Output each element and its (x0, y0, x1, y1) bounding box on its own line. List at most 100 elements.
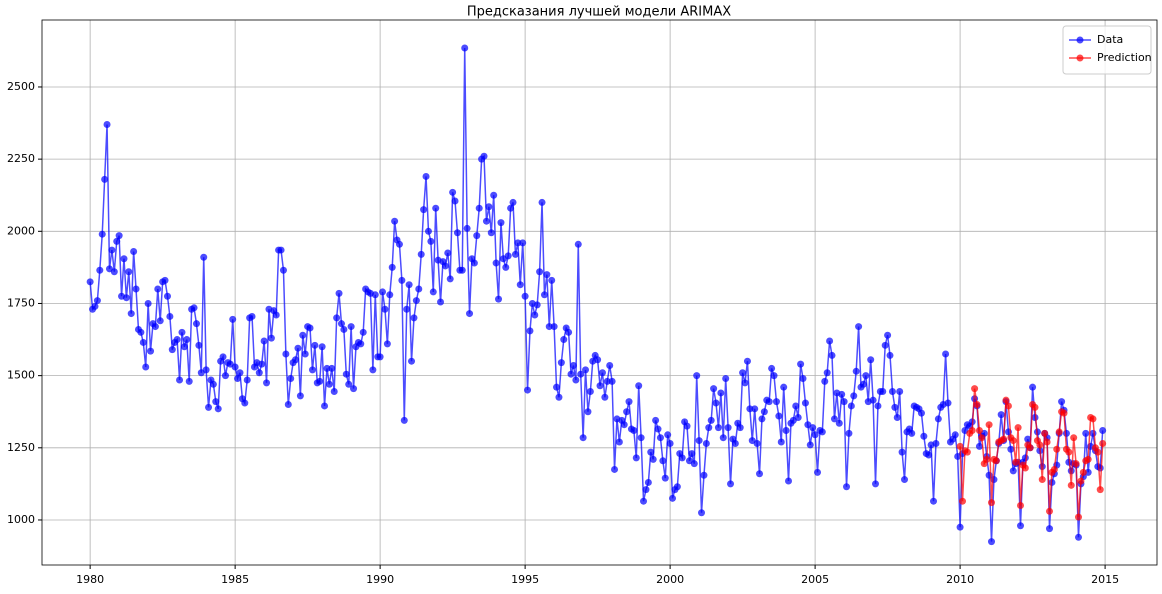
data-point (142, 363, 150, 371)
data-point (988, 538, 996, 546)
data-point (770, 372, 778, 380)
data-point (147, 347, 155, 355)
data-point (192, 320, 200, 328)
data-point (531, 311, 539, 319)
data-point (693, 372, 701, 380)
data-point (485, 203, 493, 211)
y-tick-label: 1000 (7, 513, 35, 526)
data-point (565, 328, 573, 336)
x-tick-label: 2005 (801, 573, 829, 586)
data-point (997, 411, 1005, 419)
data-point (1082, 429, 1090, 437)
data-point (891, 403, 899, 411)
data-point (422, 172, 430, 180)
data-point (180, 343, 188, 351)
data-point (640, 497, 648, 505)
data-point (357, 340, 365, 348)
data-point (487, 229, 495, 237)
data-point (490, 191, 498, 199)
data-point (202, 366, 210, 374)
data-point (753, 439, 761, 447)
data-point (606, 362, 614, 370)
data-point (731, 439, 739, 447)
data-point (1012, 458, 1020, 466)
data-point (869, 396, 877, 404)
x-tick-label: 2015 (1091, 573, 1119, 586)
data-point (424, 227, 432, 235)
data-point (183, 336, 191, 344)
data-point (717, 389, 725, 397)
data-point (1046, 507, 1054, 515)
data-point (893, 413, 901, 421)
data-point (1058, 398, 1066, 406)
data-point (934, 415, 942, 423)
data-point (115, 232, 123, 240)
data-point (1036, 441, 1044, 449)
y-tick-label: 2000 (7, 224, 35, 237)
data-point (154, 285, 162, 293)
legend-marker (1076, 54, 1084, 62)
data-point (502, 263, 510, 271)
data-point (862, 372, 870, 380)
data-point (637, 434, 645, 442)
data-point (139, 338, 147, 346)
data-point (1096, 464, 1104, 472)
data-point (601, 393, 609, 401)
data-point (673, 483, 681, 491)
data-point (1021, 464, 1029, 472)
data-point (151, 323, 159, 331)
data-point (978, 434, 986, 442)
data-point (287, 375, 295, 383)
data-point (1017, 522, 1025, 530)
data-point (956, 523, 964, 531)
y-tick-label: 2250 (7, 152, 35, 165)
data-point (1079, 468, 1087, 476)
data-point (1026, 444, 1034, 452)
data-point (712, 399, 720, 407)
data-point (301, 350, 309, 358)
data-point (908, 429, 916, 437)
data-point (727, 480, 735, 488)
data-point (850, 392, 858, 400)
data-point (347, 323, 355, 331)
data-point (388, 263, 396, 271)
data-point (214, 405, 222, 413)
data-point (630, 426, 638, 434)
x-tick-label: 1995 (511, 573, 539, 586)
data-point (101, 175, 109, 183)
data-point (1002, 396, 1010, 404)
data-point (1077, 477, 1085, 485)
data-point (548, 276, 556, 284)
data-point (888, 388, 896, 396)
data-point (1070, 434, 1078, 442)
data-point (260, 337, 268, 345)
data-point (470, 259, 478, 267)
chart-title: Предсказания лучшей модели ARIMAX (467, 5, 731, 20)
data-point (968, 426, 976, 434)
data-point (780, 383, 788, 391)
data-point (917, 409, 925, 417)
data-point (480, 152, 488, 160)
data-point (321, 402, 329, 410)
data-point (809, 424, 817, 432)
data-point (190, 304, 198, 312)
y-tick-label: 1750 (7, 296, 35, 309)
data-point (1060, 409, 1068, 417)
data-point (296, 392, 304, 400)
data-point (881, 341, 889, 349)
data-point (400, 416, 408, 424)
data-point (219, 353, 227, 361)
data-point (1050, 465, 1058, 473)
data-point (584, 408, 592, 416)
data-point (1072, 460, 1080, 468)
data-point (932, 439, 940, 447)
data-point (823, 369, 831, 377)
data-point (785, 477, 793, 485)
data-point (772, 398, 780, 406)
data-point (690, 460, 698, 468)
data-point (1046, 525, 1054, 533)
y-tick-label: 2500 (7, 80, 35, 93)
data-point (664, 431, 672, 439)
data-point (656, 434, 664, 442)
legend-marker (1076, 36, 1084, 44)
